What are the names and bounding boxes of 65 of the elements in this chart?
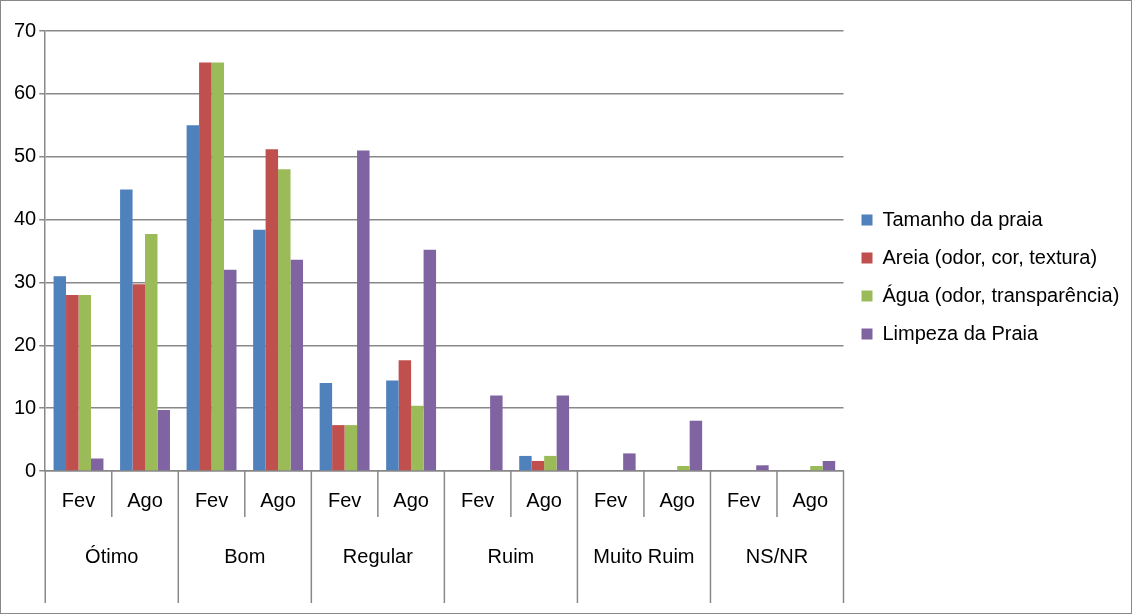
bar [519,455,532,471]
bar [253,229,266,471]
bar [810,465,823,471]
text: Muito Ruim [593,544,695,567]
legend-label: Limpeza da Praia [882,321,1040,344]
bar [186,125,200,471]
y-tick-label: 50 [14,144,37,167]
bar [66,295,79,471]
text: NS/NR [745,544,809,567]
bar [398,360,412,471]
bar [120,189,133,471]
bar [157,410,170,471]
text: Regular [342,544,414,567]
x-tick-label: Fev [327,488,362,511]
x-tick-label: Fev [594,488,628,511]
bar [132,284,146,471]
bar [53,276,67,471]
bar [211,62,225,471]
y-tick-label: 10 [14,395,37,418]
bar [756,465,769,471]
bar [90,458,104,471]
bar [531,460,545,471]
x-tick-label: Fev [194,488,229,511]
bar [490,395,503,471]
bar [278,169,291,471]
legend-label: Areia (odor, cor, textura) [882,245,1098,268]
x-tick-label: Ago [393,488,429,511]
x-tick-label: Fev [61,488,96,511]
legend-label: Tamanho da praia [882,207,1044,230]
bar [290,259,304,471]
bar [544,455,557,471]
x-tick-label: Ago [260,488,296,511]
legend-label: Água (odor, transparência) [882,283,1120,306]
x-tick-label: Ago [659,488,695,511]
x-tick-label: Fev [727,488,761,511]
bar [332,425,345,471]
bar [689,420,703,471]
bar [411,405,424,471]
y-tick-label: 70 [14,18,37,41]
y-tick-label: 40 [14,207,37,230]
bar [423,249,437,471]
bar [199,62,212,471]
bar [319,383,333,471]
text: Bom [224,544,266,567]
bar [386,380,399,471]
text: Ótimo [85,544,139,567]
text: Ruim [487,544,535,567]
bar [623,453,636,471]
bar [822,460,836,471]
bar [556,395,570,471]
bar [265,149,279,471]
bar [677,465,690,471]
y-tick-label: 30 [14,269,37,292]
y-tick-label: 20 [14,332,37,355]
y-tick-label: 0 [25,458,37,481]
x-tick-label: Fev [460,488,495,511]
x-tick-label: Ago [526,488,562,511]
y-tick-label: 60 [14,81,37,104]
x-tick-label: Ago [792,488,829,511]
bar [78,295,91,471]
bar [344,425,358,471]
bar [145,234,158,471]
x-tick-label: Ago [127,488,163,511]
bar [224,269,237,471]
bar [357,150,370,471]
